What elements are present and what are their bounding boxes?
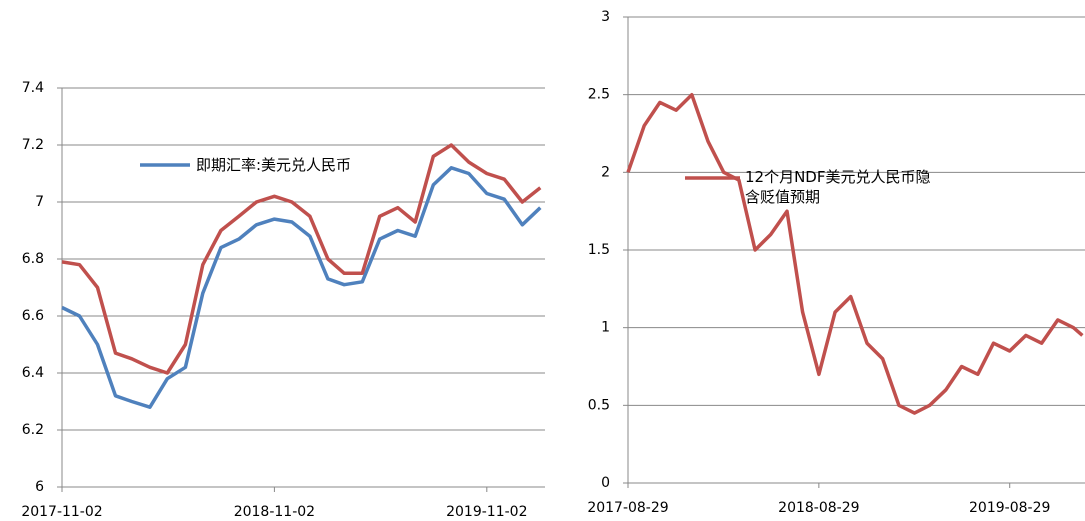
y-tick-label: 7.4 xyxy=(22,80,44,96)
series-line xyxy=(626,92,1084,415)
y-tick-label: 2.5 xyxy=(588,87,610,103)
series-line xyxy=(61,143,542,375)
series-line xyxy=(61,166,542,409)
y-tick-label: 6 xyxy=(35,479,44,495)
y-tick-label: 6.6 xyxy=(22,308,44,324)
x-tick-label: 2019-08-29 xyxy=(969,500,1050,516)
y-tick-label: 3 xyxy=(601,9,610,25)
y-tick-label: 7 xyxy=(35,194,44,210)
x-tick-label: 2018-11-02 xyxy=(234,504,315,520)
x-tick-label: 2017-11-02 xyxy=(21,504,102,520)
y-tick-label: 7.2 xyxy=(22,137,44,153)
y-tick-label: 6.2 xyxy=(22,422,44,438)
y-tick-label: 0.5 xyxy=(588,397,610,413)
y-tick-label: 6.4 xyxy=(22,365,44,381)
x-tick-label: 2018-08-29 xyxy=(778,500,859,516)
y-tick-label: 2 xyxy=(601,164,610,180)
y-tick-label: 6.8 xyxy=(22,251,44,267)
y-tick-label: 1 xyxy=(601,320,610,336)
y-tick-label: 1.5 xyxy=(588,242,610,258)
legend-label: 12个月NDF美元兑人民币隐含贬值预期 xyxy=(745,168,931,206)
legend-label: 即期汇率:美元兑人民币 xyxy=(196,156,352,174)
y-tick-label: 0 xyxy=(601,475,610,491)
x-tick-label: 2017-08-29 xyxy=(587,500,668,516)
x-tick-label: 2019-11-02 xyxy=(446,504,527,520)
